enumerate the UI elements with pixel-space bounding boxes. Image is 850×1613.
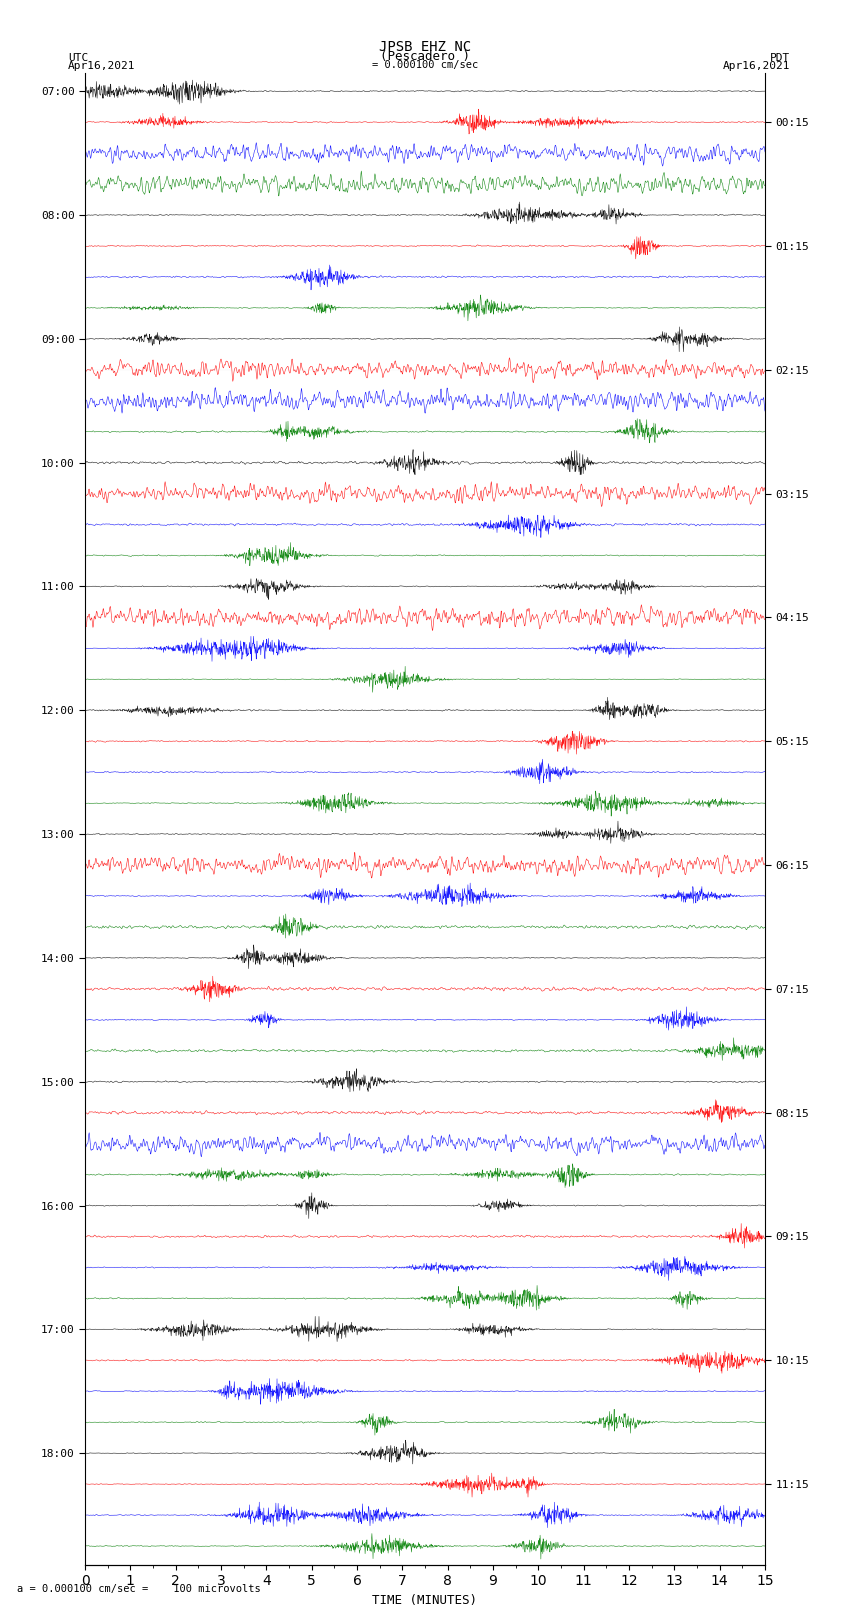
- Text: a = 0.000100 cm/sec =    100 microvolts: a = 0.000100 cm/sec = 100 microvolts: [17, 1584, 261, 1594]
- Text: = 0.000100 cm/sec: = 0.000100 cm/sec: [371, 60, 478, 69]
- Text: Apr16,2021: Apr16,2021: [68, 61, 135, 71]
- Text: PDT: PDT: [770, 53, 790, 63]
- Text: UTC: UTC: [68, 53, 88, 63]
- Text: JPSB EHZ NC: JPSB EHZ NC: [379, 40, 471, 55]
- X-axis label: TIME (MINUTES): TIME (MINUTES): [372, 1594, 478, 1607]
- Text: Apr16,2021: Apr16,2021: [723, 61, 791, 71]
- Text: (Pescadero ): (Pescadero ): [380, 50, 470, 63]
